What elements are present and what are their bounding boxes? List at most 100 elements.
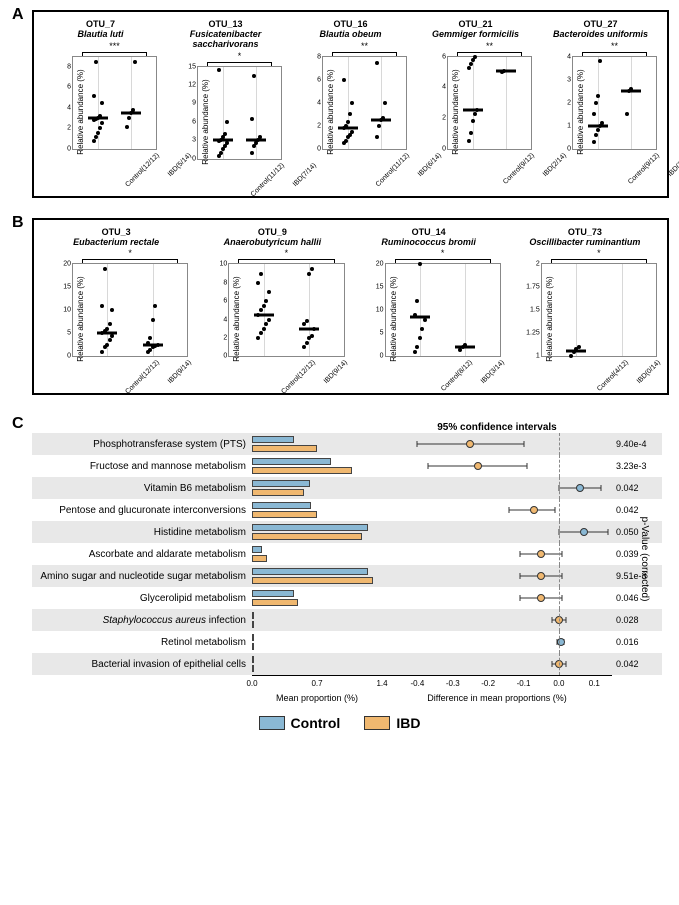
grid-line — [420, 264, 421, 356]
chart-area: **Control(9/12)IBD(3/14)01234Relative ab… — [540, 42, 661, 182]
subplot: OTU_14Ruminococcus bromii*Control(8/12)I… — [353, 228, 505, 390]
subplot: OTU_7Blautia luti***Control(12/12)IBD(5/… — [40, 20, 161, 192]
data-point — [415, 299, 419, 303]
bar-cell — [252, 653, 382, 675]
axis-tick: -0.4 — [410, 679, 424, 688]
bar-cell — [252, 433, 382, 455]
bar-control — [252, 634, 254, 641]
y-tick: 4 — [567, 53, 573, 60]
y-tick: 4 — [67, 104, 73, 111]
y-axis-label: Relative abundance (%) — [76, 277, 85, 362]
data-point — [350, 130, 354, 134]
plot-inner: 0246810 — [228, 263, 344, 357]
species-title: Anaerobutyricum hallii — [224, 238, 322, 248]
y-tick: 1.25 — [526, 330, 542, 337]
data-point — [259, 331, 263, 335]
legend-swatch-ibd — [364, 716, 390, 730]
ci-header: 95% confidence intervals — [382, 415, 612, 433]
significance-label: * — [72, 249, 188, 258]
p-value: 3.23e-3 — [612, 455, 662, 477]
data-point — [592, 112, 596, 116]
data-point — [264, 299, 268, 303]
error-cap — [520, 573, 521, 579]
y-tick: 1.75 — [526, 284, 542, 291]
y-axis-label: Relative abundance (%) — [76, 69, 85, 154]
data-point — [105, 327, 109, 331]
panel-letter: B — [12, 214, 24, 232]
species-title: Bacteroides uniformis — [553, 30, 648, 40]
median-bar — [213, 139, 233, 142]
pathway-name-text: Fructose and mannose metabolism — [90, 461, 246, 472]
bar-ibd — [252, 445, 317, 452]
y-tick: 5 — [380, 330, 386, 337]
significance-label: * — [541, 249, 657, 258]
diff-cell — [382, 631, 612, 653]
y-tick: 15 — [63, 284, 73, 291]
species-title: Eubacterium rectale — [73, 238, 159, 248]
subplot-row: OTU_3Eubacterium rectale*Control(12/12)I… — [40, 228, 661, 390]
axis-tick: -0.1 — [517, 679, 531, 688]
data-point — [92, 94, 96, 98]
data-point — [310, 334, 314, 338]
data-point — [259, 308, 263, 312]
y-axis-label: Relative abundance (%) — [326, 69, 335, 154]
pathway-name-text: Pentose and glucuronate interconversions — [59, 505, 246, 516]
pathway-name: Histidine metabolism — [32, 521, 252, 543]
significance-label: *** — [72, 42, 157, 51]
bar-control — [252, 590, 294, 597]
median-bar — [254, 314, 274, 317]
data-point — [418, 262, 422, 266]
data-point — [305, 341, 309, 345]
data-point — [98, 126, 102, 130]
diff-point — [580, 528, 588, 536]
data-point — [225, 120, 229, 124]
y-tick: 2 — [223, 335, 229, 342]
chart-area: **Control(11/12)IBD(6/14)02468Relative a… — [290, 42, 411, 182]
data-point — [344, 139, 348, 143]
legend-item-control: Control — [259, 715, 341, 731]
median-bar — [463, 109, 483, 112]
data-point — [348, 112, 352, 116]
y-tick: 2 — [317, 122, 323, 129]
p-value: 0.046 — [612, 587, 662, 609]
median-bar — [371, 119, 391, 122]
pathway-name-text: Bacterial invasion of epithelial cells — [91, 659, 246, 670]
significance-label: ** — [322, 42, 407, 51]
y-tick: 0 — [192, 155, 198, 162]
data-point — [469, 131, 473, 135]
plot-inner: 05101520 — [72, 263, 188, 357]
legend-label-ibd: IBD — [396, 715, 420, 731]
axis-tick: -0.3 — [446, 679, 460, 688]
pathway-name: Phosphotransferase system (PTS) — [32, 433, 252, 455]
y-axis-label: Relative abundance (%) — [201, 79, 210, 164]
subplot: OTU_27Bacteroides uniformis**Control(9/1… — [540, 20, 661, 192]
grid-line — [576, 264, 577, 356]
bar-control — [252, 458, 331, 465]
data-point — [217, 68, 221, 72]
data-point — [473, 55, 477, 59]
subplot: OTU_9Anaerobutyricum hallii*Control(12/1… — [196, 228, 348, 390]
diff-point — [557, 638, 565, 646]
diff-cell — [382, 455, 612, 477]
header-spacer — [612, 415, 662, 433]
diff-point — [537, 594, 545, 602]
error-cap — [566, 661, 567, 667]
error-cap — [555, 507, 556, 513]
p-value: 0.042 — [612, 653, 662, 675]
data-point — [342, 78, 346, 82]
error-cap — [551, 661, 552, 667]
y-tick: 10 — [63, 307, 73, 314]
bar-cell — [252, 543, 382, 565]
median-bar — [97, 332, 117, 335]
zero-line — [559, 433, 560, 455]
data-point — [250, 151, 254, 155]
y-tick: 10 — [376, 307, 386, 314]
y-axis-label: Relative abundance (%) — [545, 277, 554, 362]
data-point — [100, 101, 104, 105]
pathway-name: Bacterial invasion of epithelial cells — [32, 653, 252, 675]
chart-area: *Control(8/12)IBD(3/14)05101520Relative … — [353, 249, 505, 389]
diff-cell — [382, 565, 612, 587]
data-point — [108, 322, 112, 326]
y-tick: 0 — [442, 145, 448, 152]
data-point — [375, 135, 379, 139]
